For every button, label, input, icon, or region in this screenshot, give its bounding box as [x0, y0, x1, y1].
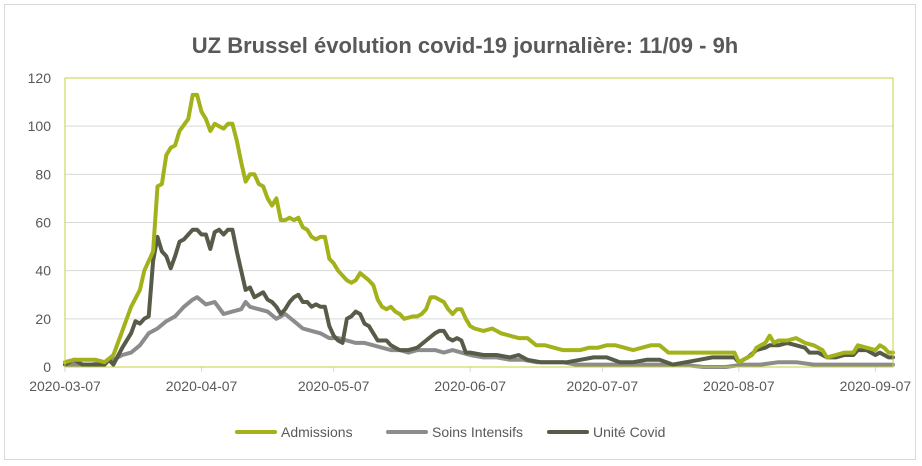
legend-label: Unité Covid: [593, 424, 665, 440]
series-line-0: [63, 92, 895, 365]
y-axis-ticks: 0 20 40 60 80 100 120: [28, 70, 52, 375]
x-tick-label: 2020-06-07: [434, 378, 506, 394]
x-tick-label: 2020-09-07: [840, 378, 912, 394]
chart: UZ Brussel évolution covid-19 journalièr…: [28, 33, 912, 440]
y-tick-label: 100: [28, 118, 52, 134]
x-tick-label: 2020-08-07: [703, 378, 775, 394]
y-tick-label: 120: [28, 70, 52, 86]
chart-frame: UZ Brussel évolution covid-19 journalièr…: [4, 4, 916, 460]
series-line-2: [63, 227, 895, 367]
series-line-1: [63, 295, 895, 369]
y-tick-label: 60: [35, 215, 51, 231]
legend-label: Soins Intensifs: [432, 424, 523, 440]
x-axis-ticks: 2020-03-07 2020-04-07 2020-05-07 2020-06-07…: [29, 367, 911, 394]
y-tick-label: 0: [43, 359, 51, 375]
x-tick-label: 2020-04-07: [166, 378, 238, 394]
y-tick-label: 40: [35, 263, 51, 279]
legend-label: Admissions: [281, 424, 353, 440]
legend: Admissions Soins Intensifs Unité Covid: [235, 424, 665, 440]
x-tick-label: 2020-05-07: [298, 378, 370, 394]
chart-title: UZ Brussel évolution covid-19 journalièr…: [192, 33, 739, 58]
gridlines: [65, 77, 893, 368]
series-lines: [63, 92, 895, 369]
y-tick-label: 20: [35, 311, 51, 327]
y-tick-label: 80: [35, 166, 51, 182]
x-tick-label: 2020-03-07: [29, 378, 101, 394]
plot-area-border: [64, 77, 894, 368]
x-tick-label: 2020-07-07: [567, 378, 639, 394]
